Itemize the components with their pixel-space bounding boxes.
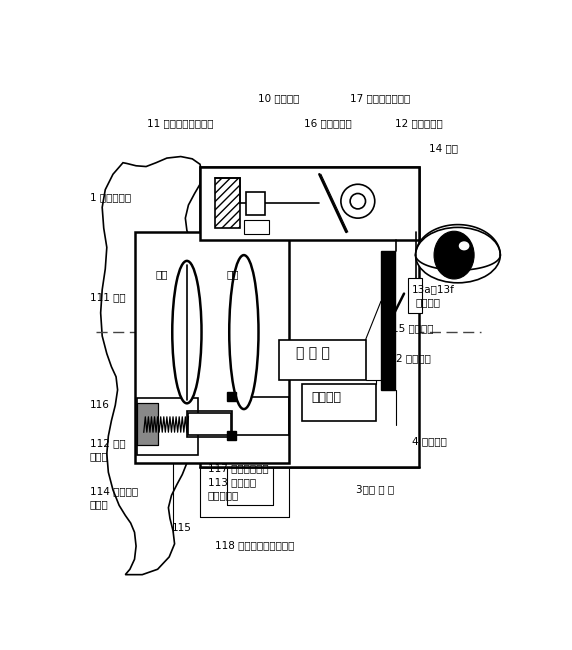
Bar: [408, 278, 422, 313]
Bar: [134, 232, 288, 463]
Bar: [216, 178, 240, 228]
Bar: [227, 431, 236, 440]
Text: 14 眼球: 14 眼球: [430, 144, 458, 153]
Bar: [137, 403, 158, 445]
Bar: [227, 392, 236, 402]
Text: Ｃ Ｐ Ｕ: Ｃ Ｐ Ｕ: [296, 346, 330, 360]
Text: 10 表示素子: 10 表示素子: [258, 94, 299, 103]
Text: １ａ: １ａ: [155, 269, 168, 279]
Bar: [246, 192, 265, 215]
Bar: [137, 398, 198, 455]
Bar: [137, 403, 158, 445]
Text: 11 表示素子駆動回路: 11 表示素子駆動回路: [147, 118, 213, 128]
Bar: [187, 411, 232, 437]
Text: 111 絞り: 111 絞り: [90, 292, 125, 302]
Text: 113 レンズ駆: 113 レンズ駆: [208, 477, 256, 487]
Text: 4 メモリ部: 4 メモリ部: [412, 436, 447, 446]
Text: 照明光源: 照明光源: [416, 298, 440, 307]
Bar: [381, 252, 395, 390]
Text: 動部材: 動部材: [90, 499, 109, 509]
Text: 15 光分割器: 15 光分割器: [392, 323, 434, 333]
Ellipse shape: [416, 227, 500, 283]
Text: 114 レンズ駆: 114 レンズ駆: [90, 486, 138, 496]
Text: 2 撮像素子: 2 撮像素子: [396, 354, 431, 363]
Bar: [244, 220, 268, 234]
Text: 動モーター: 動モーター: [208, 490, 239, 500]
Text: １ｂ: １ｂ: [227, 269, 239, 279]
Text: 12 接眼レンズ: 12 接眼レンズ: [395, 118, 443, 128]
Text: 16 受光レンズ: 16 受光レンズ: [304, 118, 352, 128]
Text: 118 レンズ焦点調節回路: 118 レンズ焦点調節回路: [216, 540, 295, 550]
Text: 駆動部: 駆動部: [90, 452, 109, 461]
Ellipse shape: [229, 255, 259, 409]
Text: 13a〜13f: 13a〜13f: [412, 284, 455, 294]
Bar: [200, 166, 419, 240]
Ellipse shape: [459, 242, 468, 250]
Bar: [200, 166, 419, 467]
Ellipse shape: [172, 261, 201, 403]
Bar: [303, 384, 376, 421]
Text: 1 撮影レンズ: 1 撮影レンズ: [90, 192, 131, 202]
Bar: [188, 413, 231, 434]
Text: 3　Ｃ Ｐ Ｕ: 3 Ｃ Ｐ Ｕ: [356, 484, 395, 495]
Text: 112 絞り: 112 絞り: [90, 438, 125, 448]
Text: 17 眼球用撮像素子: 17 眼球用撮像素子: [350, 94, 410, 103]
Ellipse shape: [434, 231, 474, 279]
Text: 115: 115: [172, 523, 192, 533]
Text: 116: 116: [90, 400, 110, 410]
Bar: [279, 340, 366, 380]
Text: メモリ部: メモリ部: [312, 391, 341, 404]
Text: 117 マウント接点: 117 マウント接点: [208, 463, 268, 473]
